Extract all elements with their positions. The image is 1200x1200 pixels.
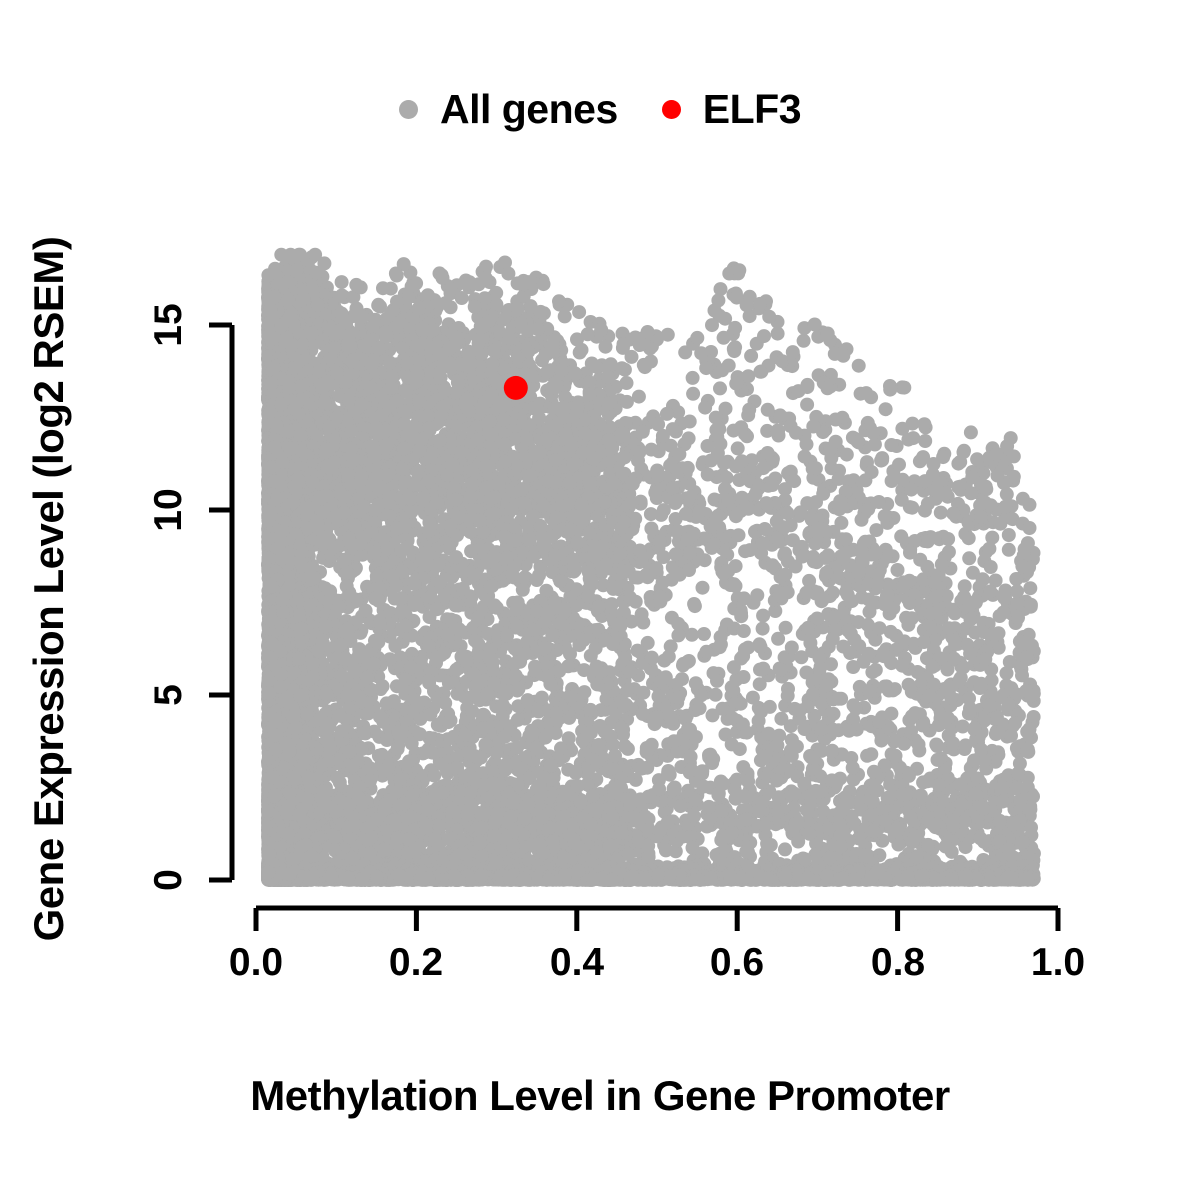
x-tick-label-1: 0.2 bbox=[388, 941, 444, 984]
y-tick-label-2: 10 bbox=[147, 488, 190, 532]
legend-label-elf3: ELF3 bbox=[702, 85, 802, 132]
x-axis-title: Methylation Level in Gene Promoter bbox=[250, 1072, 950, 1119]
legend: All genes ELF3 bbox=[0, 78, 1200, 140]
x-tick-label-2: 0.4 bbox=[549, 941, 605, 984]
elf3-highlight-point bbox=[503, 375, 528, 400]
gray-dot-icon bbox=[398, 99, 418, 119]
x-axis-line bbox=[253, 905, 1061, 931]
legend-item-elf3: ELF3 bbox=[661, 85, 802, 132]
legend-label-all-genes: All genes bbox=[439, 85, 618, 132]
axes-layer bbox=[209, 322, 1061, 931]
y-axis-line bbox=[209, 322, 235, 883]
y-tick-label-0: 0 bbox=[147, 869, 190, 891]
highlight-point-layer bbox=[503, 375, 528, 400]
x-tick-label-0: 0.0 bbox=[228, 941, 284, 984]
y-axis-title: Gene Expression Level (log2 RSEM) bbox=[25, 236, 72, 942]
data-points-layer bbox=[261, 247, 1041, 887]
x-tick-label-4: 0.8 bbox=[870, 941, 926, 984]
legend-item-all-genes: All genes bbox=[398, 85, 618, 132]
x-tick-label-5: 1.0 bbox=[1030, 941, 1086, 984]
y-tick-label-1: 5 bbox=[147, 684, 190, 706]
y-tick-label-3: 15 bbox=[147, 303, 190, 347]
red-dot-icon bbox=[661, 99, 681, 119]
x-tick-label-3: 0.6 bbox=[709, 941, 765, 984]
